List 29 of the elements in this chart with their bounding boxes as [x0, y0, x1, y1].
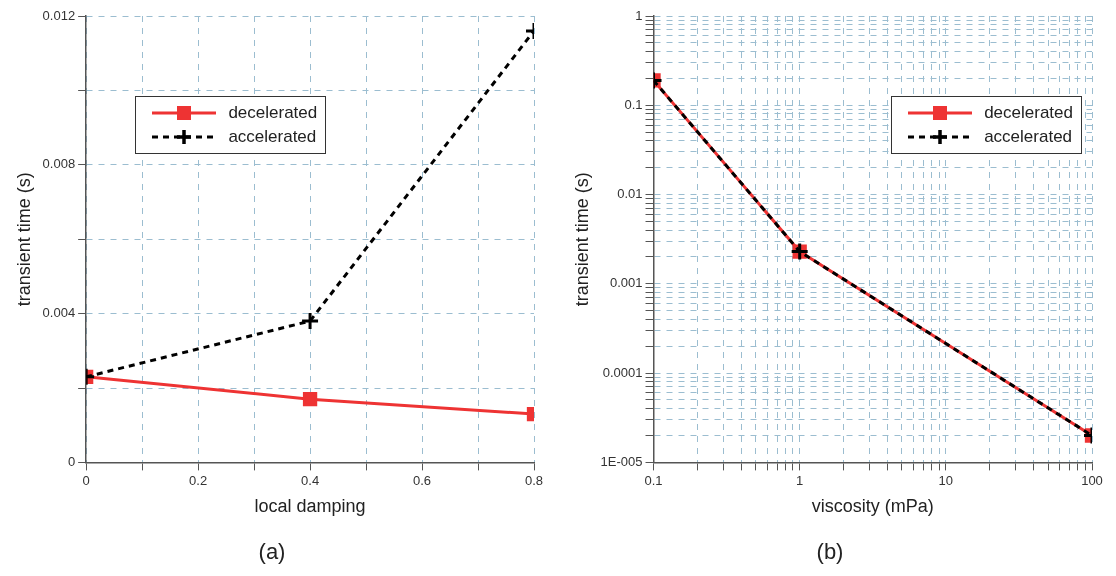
- x-axis-title: local damping: [254, 495, 366, 516]
- x-tick-label: 0.6: [412, 472, 432, 488]
- legend-label: accelerated: [228, 127, 317, 148]
- legend-label: decelerated: [228, 103, 318, 124]
- legend-label: accelerated: [984, 127, 1073, 148]
- x-tick-label: 0.8: [524, 472, 544, 488]
- x-tick-label: 0.1: [644, 472, 663, 488]
- x-tick-label: 1: [796, 472, 804, 488]
- y-tick-label: 0.004: [42, 305, 76, 321]
- x-tick-label: 0.2: [189, 472, 208, 488]
- y-tick-label: 0.1: [624, 96, 643, 112]
- legend-label: decelerated: [984, 103, 1073, 124]
- y-axis-title: transient time (s): [13, 172, 34, 307]
- x-tick-label: 0: [82, 472, 90, 488]
- y-tick-label: 1E-005: [600, 453, 643, 469]
- text: (a): [258, 538, 286, 564]
- y-axis-title: transient time (s): [571, 172, 592, 307]
- y-tick-label: 0.01: [617, 186, 643, 202]
- y-tick-label: 0.0001: [602, 364, 643, 380]
- y-tick-label: 0.012: [42, 7, 76, 23]
- y-tick-label: 0.008: [42, 156, 76, 172]
- x-tick-label: 100: [1081, 472, 1103, 488]
- y-tick-label: 1: [635, 7, 643, 23]
- text: (b): [816, 538, 844, 564]
- y-tick-label: 0: [67, 453, 76, 469]
- x-tick-label: 0.4: [301, 472, 320, 488]
- x-axis-title: viscosity (mPa): [811, 495, 934, 516]
- x-tick-label: 10: [938, 472, 954, 488]
- y-tick-label: 0.001: [609, 275, 643, 291]
